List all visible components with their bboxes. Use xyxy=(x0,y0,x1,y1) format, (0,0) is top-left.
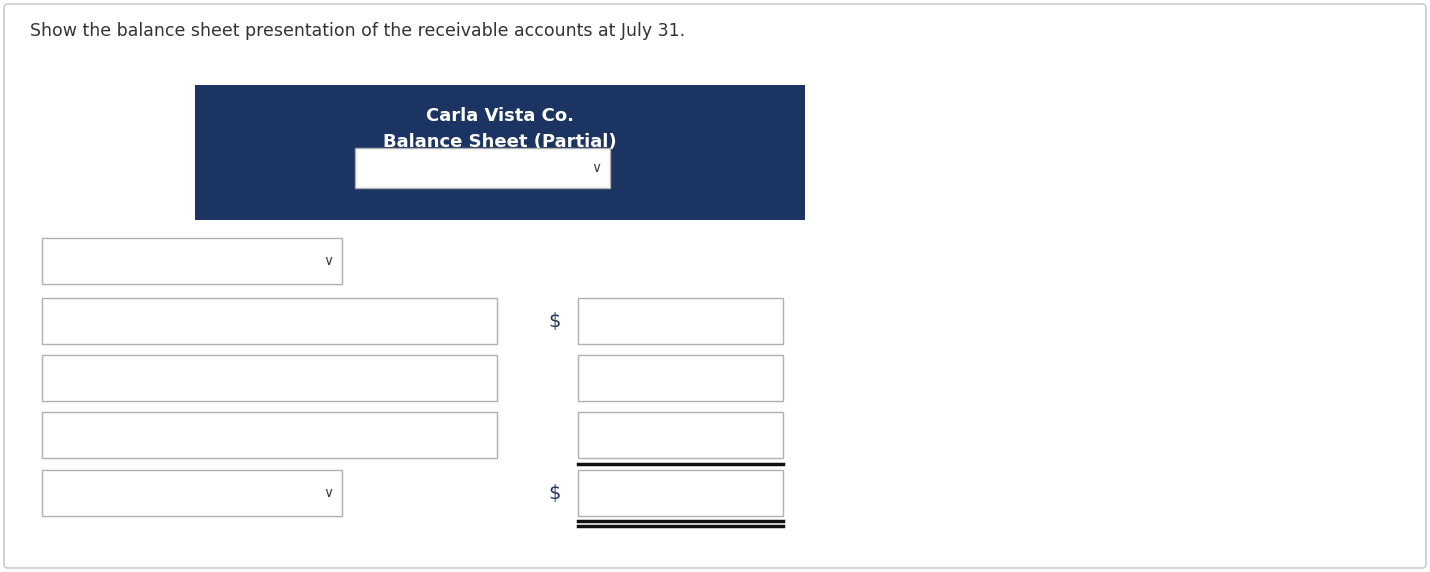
Text: Show the balance sheet presentation of the receivable accounts at July 31.: Show the balance sheet presentation of t… xyxy=(30,22,685,40)
Bar xyxy=(194,85,805,220)
Bar xyxy=(578,470,784,516)
Text: $: $ xyxy=(549,483,561,502)
Bar xyxy=(41,238,342,284)
Bar xyxy=(578,412,784,458)
Text: ∨: ∨ xyxy=(323,254,333,268)
Bar xyxy=(578,298,784,344)
Text: Balance Sheet (Partial): Balance Sheet (Partial) xyxy=(383,133,616,151)
FancyBboxPatch shape xyxy=(4,4,1426,568)
Text: ∨: ∨ xyxy=(323,486,333,500)
Bar xyxy=(578,355,784,401)
Text: $: $ xyxy=(549,312,561,331)
Bar xyxy=(41,470,342,516)
Bar xyxy=(355,148,611,188)
Bar xyxy=(41,412,498,458)
Bar xyxy=(41,298,498,344)
Bar xyxy=(41,355,498,401)
Text: ∨: ∨ xyxy=(591,161,601,175)
Text: Carla Vista Co.: Carla Vista Co. xyxy=(426,107,573,125)
